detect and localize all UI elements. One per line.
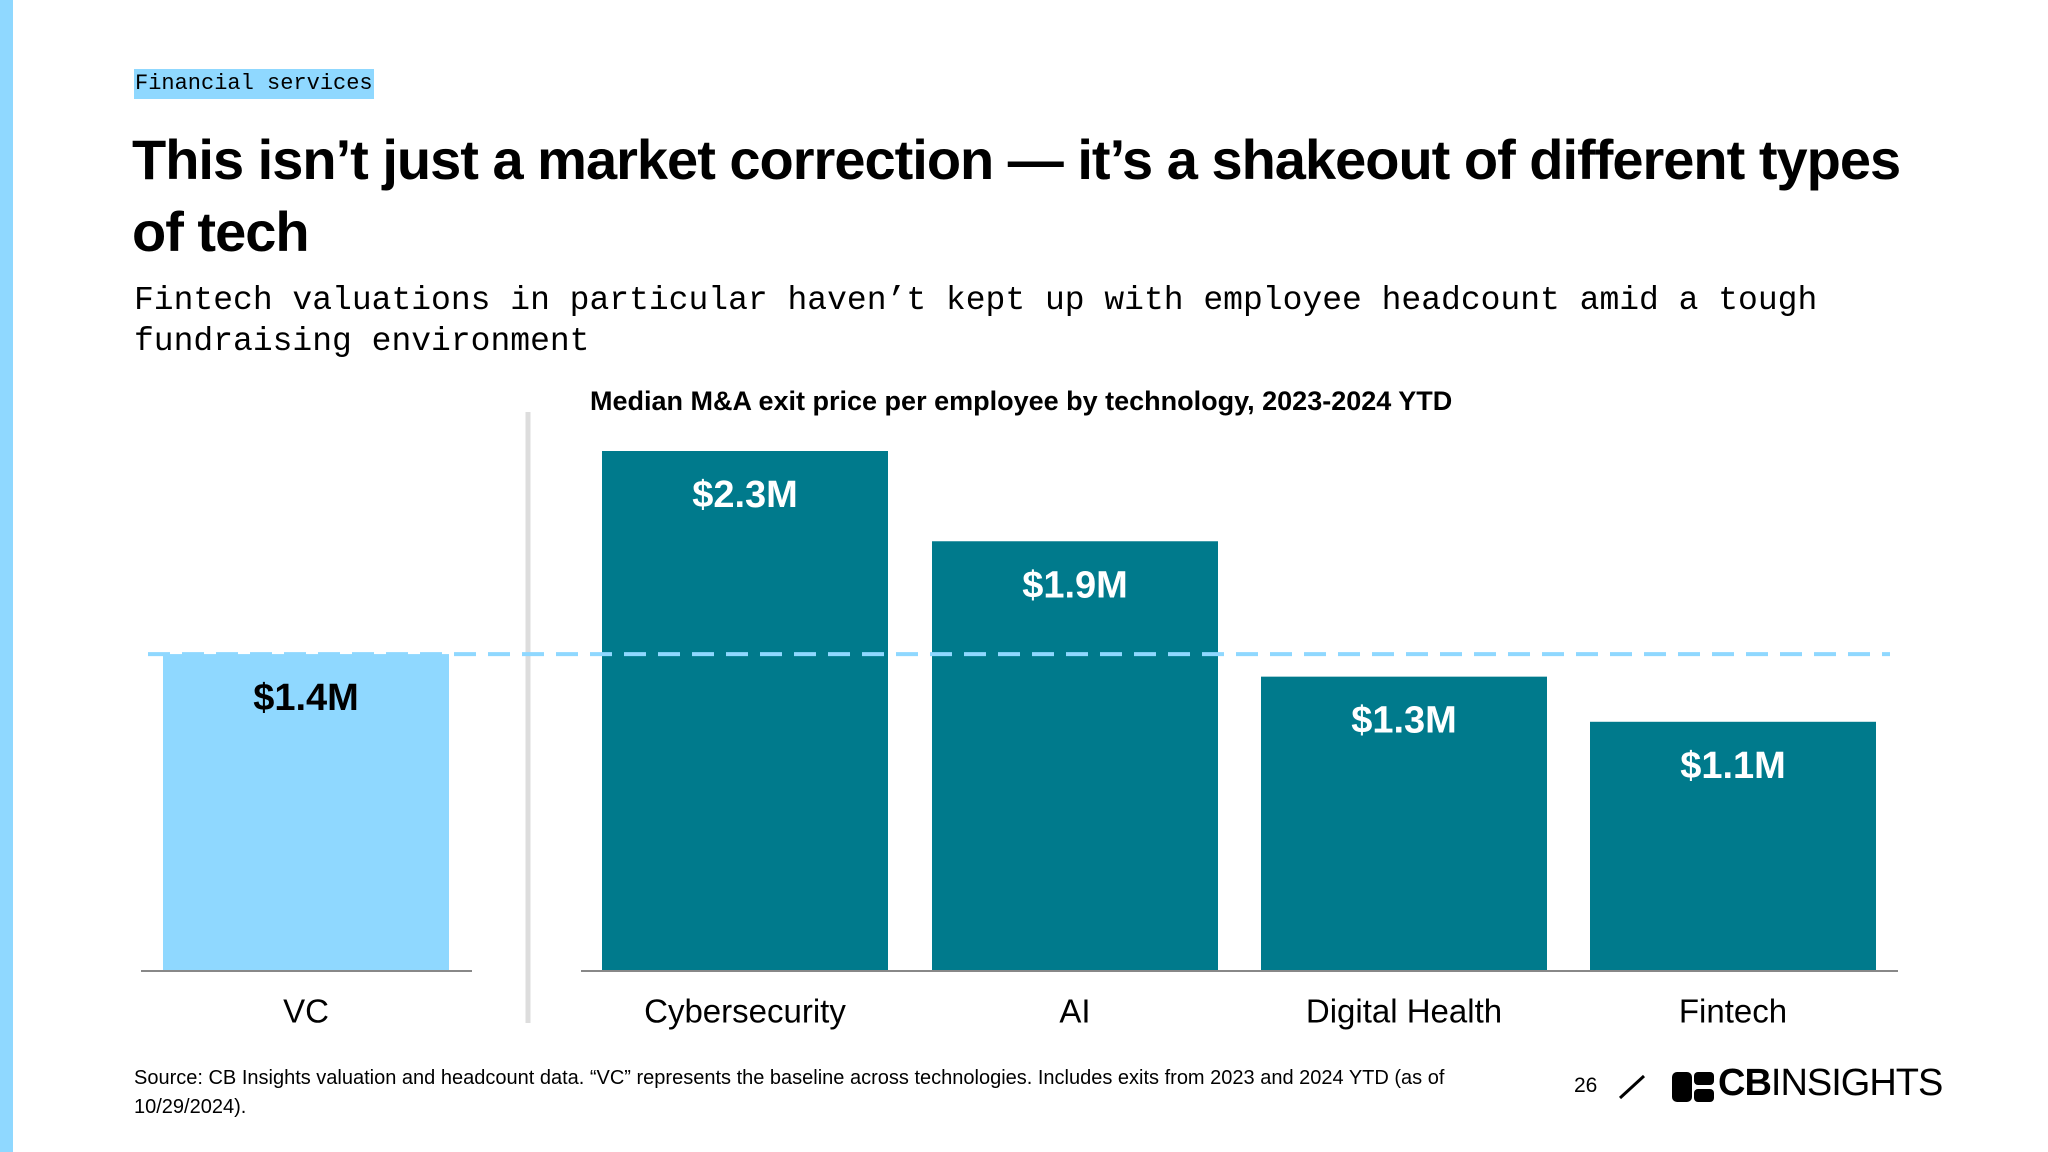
value-label: $1.9M bbox=[1022, 564, 1128, 606]
value-label: $1.3M bbox=[1351, 700, 1457, 742]
logo-icon bbox=[1672, 1072, 1714, 1102]
bar bbox=[163, 654, 449, 970]
value-label: $1.4M bbox=[253, 677, 359, 719]
bar bbox=[602, 451, 888, 970]
chart-title: Median M&A exit price per employee by te… bbox=[590, 386, 1452, 416]
value-label: $1.1M bbox=[1680, 745, 1786, 787]
source-note: Source: CB Insights valuation and headco… bbox=[134, 1067, 1445, 1118]
logo-slash bbox=[1618, 1074, 1646, 1100]
accent-stripe bbox=[0, 0, 13, 1152]
subtitle: Fintech valuations in particular haven’t… bbox=[134, 282, 1818, 360]
tag: Financial services bbox=[134, 69, 374, 99]
x-tick-label: Fintech bbox=[1679, 993, 1787, 1030]
page-number: 26 bbox=[1574, 1074, 1598, 1097]
value-label: $2.3M bbox=[692, 474, 798, 516]
bar bbox=[1590, 721, 1876, 970]
headline: This isn’t just a market correction — it… bbox=[132, 128, 1901, 263]
x-tick-label: Cybersecurity bbox=[644, 993, 846, 1030]
x-tick-label: VC bbox=[283, 993, 329, 1030]
bar bbox=[932, 541, 1218, 970]
logo: CBINSIGHTS bbox=[1718, 1062, 1943, 1105]
bar bbox=[1261, 676, 1547, 970]
x-tick-label: Digital Health bbox=[1306, 993, 1502, 1030]
logo-bold: CB bbox=[1718, 1062, 1772, 1104]
logo-light: INSIGHTS bbox=[1770, 1062, 1943, 1104]
x-tick-label: AI bbox=[1059, 993, 1090, 1030]
